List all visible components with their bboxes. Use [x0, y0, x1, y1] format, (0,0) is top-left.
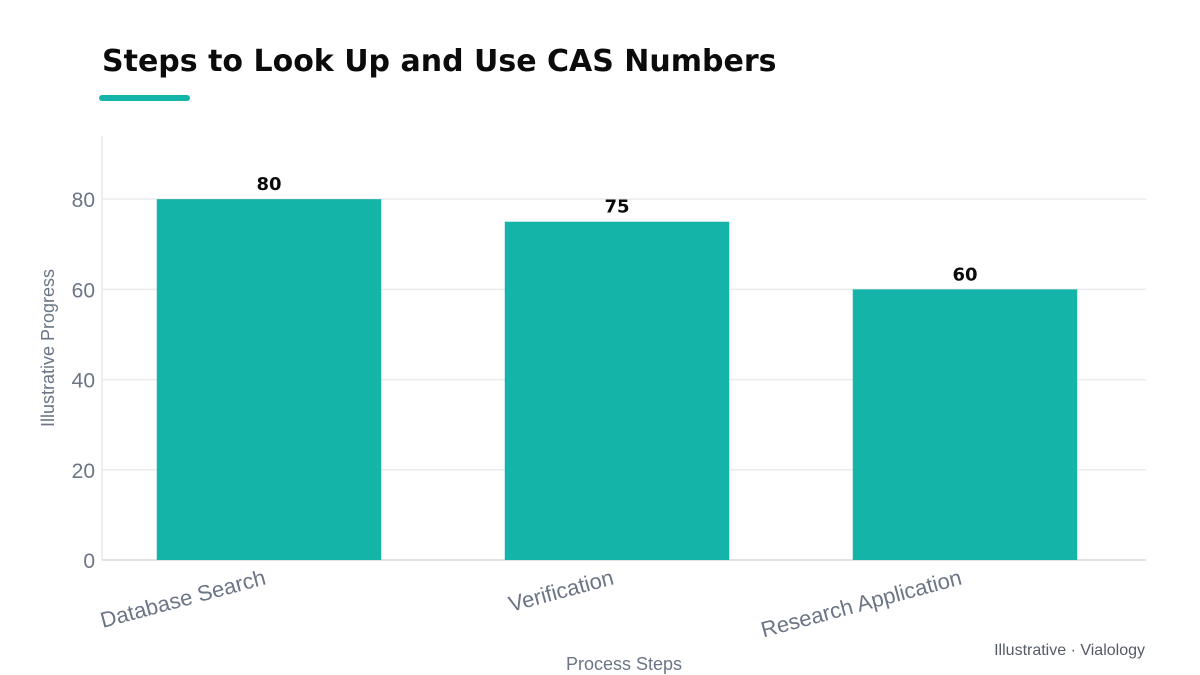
bar-value-label: 60: [952, 264, 977, 285]
x-tick-label: Research Application: [758, 565, 964, 643]
bar: [504, 221, 730, 560]
bar-value-label: 75: [604, 197, 629, 218]
y-tick-label: 0: [83, 550, 95, 573]
chart-title: Steps to Look Up and Use CAS Numbers: [102, 44, 777, 79]
y-tick-label: 40: [72, 370, 95, 393]
bar: [852, 289, 1078, 560]
credit-text: Illustrative · Vialology: [994, 642, 1145, 659]
y-tick-label: 20: [72, 460, 95, 483]
y-axis-title: Illustrative Progress: [38, 269, 58, 427]
title-accent-bar: [99, 95, 190, 101]
x-tick-labels: Database Search Verification Research Appl…: [98, 565, 965, 643]
y-tick-labels: 0 20 40 60 80: [72, 189, 95, 573]
bar: [156, 199, 382, 561]
y-tick-label: 60: [72, 279, 95, 302]
bar-value-label: 80: [256, 174, 281, 195]
bars: [156, 199, 1078, 561]
x-tick-label: Verification: [506, 565, 616, 617]
x-axis-title: Process Steps: [566, 654, 682, 674]
y-tick-label: 80: [72, 189, 95, 212]
x-tick-label: Database Search: [98, 565, 269, 633]
data-labels: 80 75 60: [256, 174, 977, 285]
